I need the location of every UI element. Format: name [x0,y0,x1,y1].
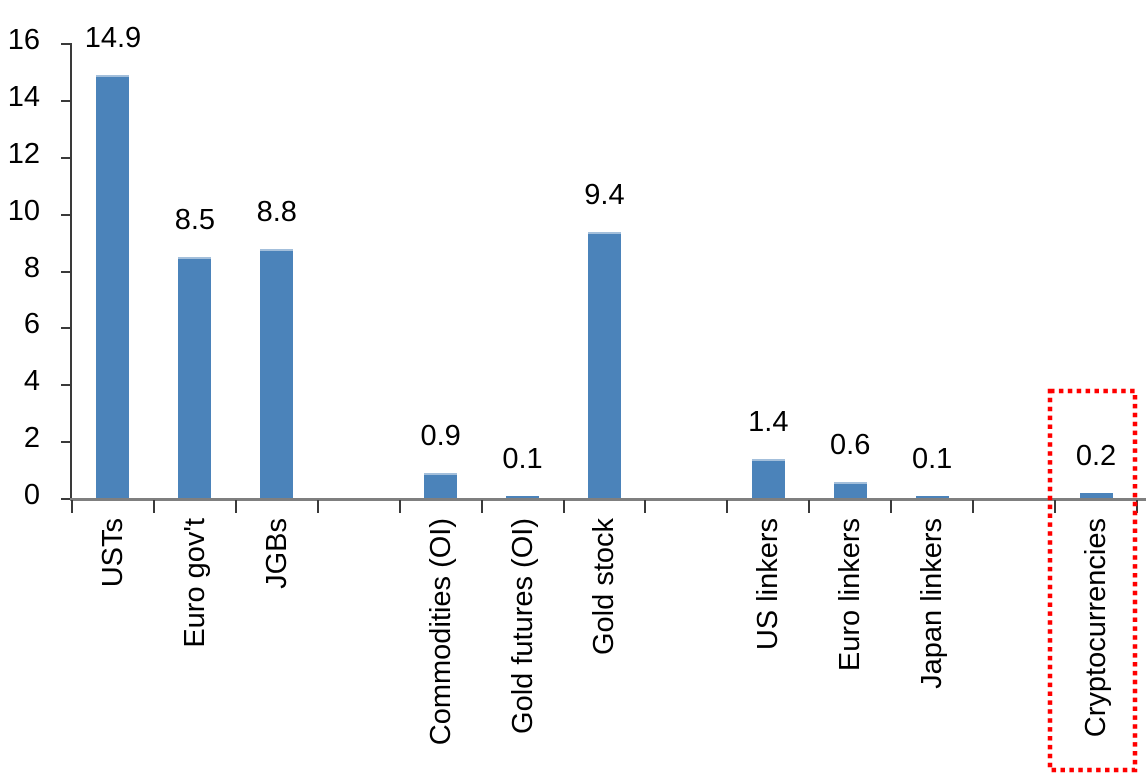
bar-usts [96,75,130,499]
y-axis-tick-label: 12 [7,137,40,170]
x-axis-line [70,498,1146,501]
y-axis-tick-label: 10 [7,194,40,227]
bar-value-label: 8.8 [256,196,297,228]
x-axis-tick [808,500,811,513]
y-axis-tick [61,270,72,273]
y-axis-tick-label: 0 [23,479,40,511]
x-axis-category-label: JGBs [260,518,293,589]
y-axis-tick [61,384,72,387]
bar-japan-linkers [915,496,949,499]
bar-value-label: 0.9 [420,420,461,452]
x-axis-category-label: Euro gov't [178,518,211,648]
x-axis-category-label: US linkers [752,518,785,651]
x-axis-category-label: Euro linkers [834,518,867,672]
y-axis-tick-label: 16 [7,24,40,56]
x-axis-category-label: Japan linkers [916,518,949,689]
y-axis-tick-label: 4 [23,365,40,398]
y-axis-tick [61,43,72,45]
x-axis-tick [562,500,565,513]
y-axis-tick-label: 14 [7,80,40,113]
x-axis-tick [972,500,975,513]
bar-value-label: 0.6 [830,429,871,461]
y-axis-tick [61,441,72,444]
y-axis-tick-label: 2 [23,422,40,455]
bar-value-label: 0.1 [502,443,543,475]
bar-commodities-oi [424,473,458,499]
x-axis-category-label: Commodities (OI) [424,518,457,746]
y-axis-tick [61,213,72,216]
y-axis-tick [61,99,72,102]
x-axis-category-label: Gold stock [588,518,621,655]
x-axis-tick [890,500,893,513]
x-axis-category-label: USTs [96,518,129,588]
y-axis-tick [61,327,72,330]
y-axis-tick [61,498,72,500]
bar-value-label: 0.2 [1075,440,1117,472]
bar-gold-futures-oi [506,496,540,499]
y-axis-tick-label: 6 [23,308,40,341]
y-axis-tick-label: 8 [23,251,40,284]
bar-value-label: 1.4 [748,406,789,438]
bar-euro-linkers [833,482,867,499]
bar-us-linkers [751,459,785,499]
x-axis-tick [71,500,73,513]
bar-gold-stock [587,232,621,499]
bar-value-label: 8.5 [174,204,216,236]
x-axis-tick [398,500,401,513]
x-axis-tick [152,500,155,513]
x-axis-tick [1135,500,1138,513]
y-axis-tick [61,156,72,159]
x-axis-category-label: Cryptocurrencies [1080,518,1112,738]
x-axis-tick [234,500,237,513]
x-axis-tick [644,500,647,513]
x-axis-tick [1054,500,1057,513]
bar-value-label: 14.9 [84,22,142,54]
bar-value-label: 0.1 [911,443,953,475]
x-axis-tick [726,500,729,513]
bar-jgbs [260,249,294,499]
x-axis-tick [480,500,483,513]
x-axis-category-label: Gold futures (OI) [506,518,539,734]
bar-value-label: 9.4 [584,179,625,211]
x-axis-tick [316,500,319,513]
bar-euro-gov-t [178,257,212,499]
